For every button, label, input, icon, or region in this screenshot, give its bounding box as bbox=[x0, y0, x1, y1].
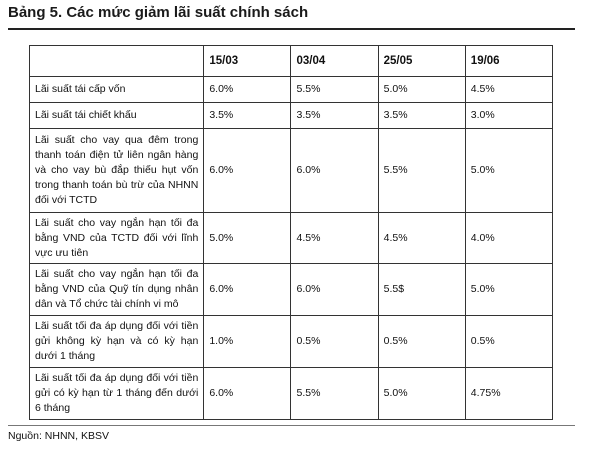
rate-cell: 5.0% bbox=[464, 128, 554, 213]
rate-cell: 6.0% bbox=[290, 263, 379, 316]
table-row: Lãi suất cho vay ngắn hạn tối đa bằng VN… bbox=[28, 212, 554, 264]
source-note: Nguồn: NHNN, KBSV bbox=[8, 430, 109, 442]
rate-cell: 4.5% bbox=[464, 76, 554, 103]
table-row: Lãi suất tối đa áp dụng đối với tiền gửi… bbox=[28, 367, 554, 420]
rate-cell: 3.0% bbox=[464, 102, 554, 129]
row-label: Lãi suất tái chiết khấu bbox=[28, 102, 205, 129]
header-cell-label bbox=[28, 45, 205, 77]
rate-cell: 4.5% bbox=[290, 212, 379, 264]
rate-cell: 6.0% bbox=[203, 128, 292, 213]
rate-cell: 1.0% bbox=[203, 315, 292, 368]
table-header-row: 15/03 03/04 25/05 19/06 bbox=[28, 45, 554, 77]
rate-cell: 0.5% bbox=[464, 315, 554, 368]
row-label: Lãi suất cho vay ngắn hạn tối đa bằng VN… bbox=[28, 212, 205, 264]
bottom-divider bbox=[8, 425, 575, 426]
table-row: Lãi suất tái chiết khấu 3.5% 3.5% 3.5% 3… bbox=[28, 102, 554, 129]
rate-cell: 4.0% bbox=[464, 212, 554, 264]
rate-cell: 5.0% bbox=[464, 263, 554, 316]
rate-cell: 5.0% bbox=[377, 76, 466, 103]
row-label: Lãi suất tái cấp vốn bbox=[28, 76, 205, 103]
rate-cell: 0.5% bbox=[290, 315, 379, 368]
row-label: Lãi suất tối đa áp dụng đối với tiền gửi… bbox=[28, 315, 205, 368]
rate-cell: 3.5% bbox=[377, 102, 466, 129]
rate-cell: 6.0% bbox=[203, 76, 292, 103]
row-label: Lãi suất tối đa áp dụng đối với tiền gửi… bbox=[28, 367, 205, 420]
rate-cell: 6.0% bbox=[290, 128, 379, 213]
policy-rate-table: 15/03 03/04 25/05 19/06 Lãi suất tái cấp… bbox=[28, 45, 554, 420]
table-row: Lãi suất tái cấp vốn 6.0% 5.5% 5.0% 4.5% bbox=[28, 76, 554, 103]
header-cell-date: 25/05 bbox=[377, 45, 466, 77]
rate-cell: 5.5$ bbox=[377, 263, 466, 316]
rate-cell: 3.5% bbox=[203, 102, 292, 129]
rate-cell: 0.5% bbox=[377, 315, 466, 368]
table-row: Lãi suất cho vay qua đêm trong thanh toá… bbox=[28, 128, 554, 213]
header-cell-date: 03/04 bbox=[290, 45, 379, 77]
row-label: Lãi suất cho vay ngắn hạn tối đa bằng VN… bbox=[28, 263, 205, 316]
header-cell-date: 15/03 bbox=[203, 45, 292, 77]
rate-cell: 5.5% bbox=[290, 367, 379, 420]
row-label: Lãi suất cho vay qua đêm trong thanh toá… bbox=[28, 128, 205, 213]
title-divider bbox=[8, 28, 575, 30]
rate-cell: 5.5% bbox=[377, 128, 466, 213]
rate-cell: 4.5% bbox=[377, 212, 466, 264]
table-row: Lãi suất cho vay ngắn hạn tối đa bằng VN… bbox=[28, 263, 554, 316]
rate-cell: 5.0% bbox=[203, 212, 292, 264]
header-cell-date: 19/06 bbox=[464, 45, 554, 77]
table-row: Lãi suất tối đa áp dụng đối với tiền gửi… bbox=[28, 315, 554, 368]
rate-cell: 4.75% bbox=[464, 367, 554, 420]
rate-cell: 5.0% bbox=[377, 367, 466, 420]
rate-cell: 6.0% bbox=[203, 367, 292, 420]
rate-cell: 3.5% bbox=[290, 102, 379, 129]
rate-cell: 5.5% bbox=[290, 76, 379, 103]
rate-cell: 6.0% bbox=[203, 263, 292, 316]
table-title: Bảng 5. Các mức giảm lãi suất chính sách bbox=[8, 4, 309, 21]
